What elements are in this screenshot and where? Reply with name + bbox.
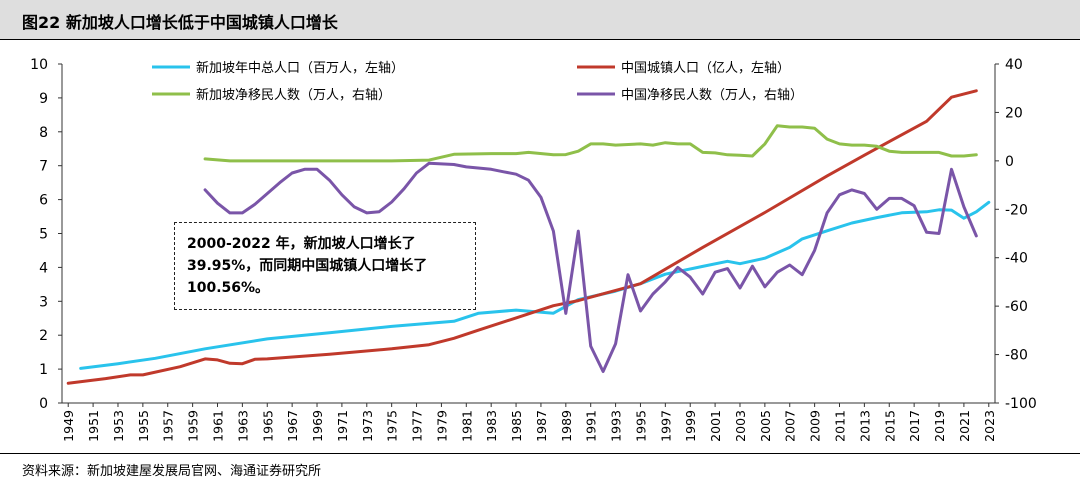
x-tick-label: 1969 [310,410,325,442]
x-tick-label: 2021 [957,410,972,442]
x-tick-label: 1977 [410,410,425,442]
x-tick-label: 1967 [285,410,300,442]
x-tick-label: 2017 [907,410,922,442]
x-tick-label: 2005 [758,410,773,442]
x-tick-label: 1973 [360,410,375,442]
y-right-tick-label: -80 [1005,348,1028,364]
annotation-line-3: 100.56%。 [187,280,270,296]
x-tick-label: 1989 [559,410,574,442]
combo-line-chart: 0 1 2 3 4 5 6 7 8 9 10 -100 -80 -60 -40 -20 0 20 40 1949 195… [30,57,1037,442]
x-tick-label: 1993 [609,410,624,442]
annotation-line-1: 2000-2022 年，新加坡人口增长了 [187,236,416,252]
x-tick-label: 1975 [385,410,400,442]
cn-urban-population-legend-label: 中国城镇人口（亿人，左轴） [621,61,790,76]
x-tick-label: 1971 [335,410,350,442]
x-tick-label: 1957 [161,410,176,442]
x-tick-label: 2015 [882,410,897,442]
y-left-tick-label: 3 [39,294,48,310]
chart-axes: 0 1 2 3 4 5 6 7 8 9 10 -100 -80 -60 -40 -20 0 20 40 1949 195… [30,57,1037,442]
y-left-tick-label: 4 [39,260,48,276]
y-right-tick-label: -60 [1005,299,1028,315]
cn-net-migrants-legend-label: 中国净移民人数（万人，右轴） [621,88,803,103]
annotation-line-2: 39.95%，而同期中国城镇人口增长了 [187,258,428,274]
y-left-tick-label: 10 [30,57,48,73]
x-tick-label: 1965 [260,410,275,442]
y-right-tick-label: 40 [1005,57,1023,73]
x-tick-label: 2003 [733,410,748,442]
y-left-tick-label: 6 [39,193,48,209]
x-tick-label: 1991 [584,410,599,442]
y-right-tick-label: -100 [1005,396,1037,412]
x-tick-label: 1949 [61,410,76,442]
chart-series [66,89,991,385]
x-tick-label: 1981 [459,410,474,442]
x-tick-label: 2013 [857,410,872,442]
y-right-tick-label: 20 [1005,105,1023,121]
y-left-tick-label: 1 [39,362,48,378]
x-tick-label: 1999 [683,410,698,442]
sg-net-migrants-legend-label: 新加坡净移民人数（万人，右轴） [196,87,391,103]
y-right-tick-label: 0 [1005,154,1014,170]
x-tick-label: 2011 [833,410,848,442]
source-note: 资料来源：新加坡建屋发展局官网、海通证券研究所 [22,464,322,479]
x-tick-label: 1987 [534,410,549,442]
x-tick-label: 1979 [434,410,449,442]
x-tick-label: 1953 [111,410,126,442]
cn-net-migrants-line [203,161,978,373]
y-left-tick-label: 2 [39,328,48,344]
chart-legend: 新加坡年中总人口（百万人，左轴） 中国城镇人口（亿人，左轴） 新加坡净移民人数（万人… [152,60,803,103]
y-left-tick-label: 9 [39,91,48,107]
sg-net-migrants-line [203,124,978,163]
x-tick-label: 1955 [136,410,151,442]
x-tick-label: 2023 [982,410,997,442]
x-tick-label: 1951 [86,410,101,442]
x-tick-label: 1961 [211,410,226,442]
y-left-tick-label: 0 [39,396,48,412]
x-tick-label: 1983 [484,410,499,442]
chart-title: 图22 新加坡人口增长低于中国城镇人口增长 [22,13,338,32]
y-left-tick-label: 7 [39,159,48,175]
annotation-box: 2000-2022 年，新加坡人口增长了 39.95%，而同期中国城镇人口增长了… [174,222,476,310]
x-tick-label: 1959 [186,410,201,442]
x-tick-label: 2001 [708,410,723,442]
sg-total-population-legend-label: 新加坡年中总人口（百万人，左轴） [196,60,404,76]
title-bar: 图22 新加坡人口增长低于中国城镇人口增长 [0,0,1080,40]
x-tick-label: 1985 [509,410,524,442]
y-left-tick-label: 5 [39,227,48,243]
footer-divider [0,453,1080,454]
x-tick-label: 1995 [633,410,648,442]
y-left-tick-label: 8 [39,125,48,141]
x-tick-label: 2007 [783,410,798,442]
y-right-tick-label: -20 [1005,202,1028,218]
x-tick-label: 2009 [808,410,823,442]
y-right-tick-label: -40 [1005,251,1028,267]
x-tick-label: 1997 [658,410,673,442]
cn-urban-population-line [66,89,978,385]
x-tick-label: 1963 [235,410,250,442]
x-tick-label: 2019 [932,410,947,442]
sg-total-population-line [79,200,991,370]
